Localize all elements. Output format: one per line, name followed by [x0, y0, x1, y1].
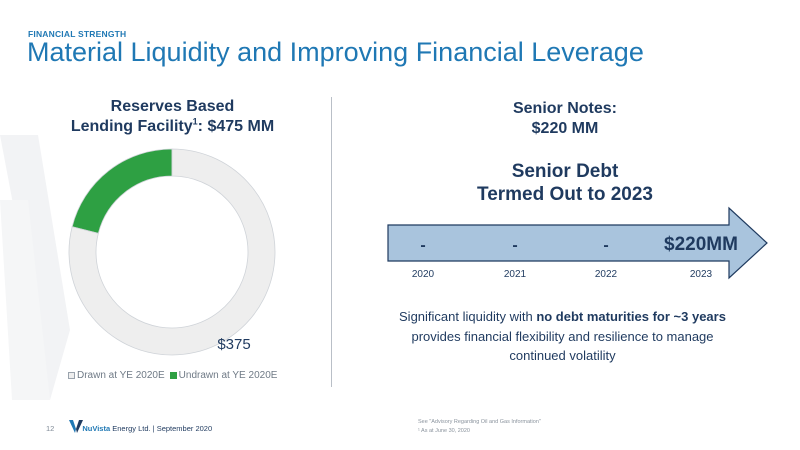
maturity-timeline-arrow: - - - $220MM 2020 2021 2022 2023	[387, 206, 768, 280]
footer-note-advisory: See "Advisory Regarding Oil and Gas Info…	[418, 419, 541, 425]
footer-notes: See "Advisory Regarding Oil and Gas Info…	[418, 418, 541, 435]
timeline-year-2023: 2023	[690, 269, 713, 280]
footer-brand: NuVista	[82, 424, 111, 433]
legend-label-undrawn: Undrawn at YE 2020E	[178, 370, 278, 381]
page-number: 12	[46, 424, 55, 433]
liquidity-summary: Significant liquidity with no debt matur…	[399, 309, 726, 363]
donut-legend: Drawn at YE 2020E Undrawn at YE 2020E	[68, 370, 282, 381]
senior-debt-line2: Termed Out to 2023	[477, 184, 653, 206]
legend-label-drawn: Drawn at YE 2020E	[77, 370, 165, 381]
timeline-year-2020: 2020	[412, 269, 435, 280]
senior-debt-line1: Senior Debt	[511, 161, 619, 182]
timeline-value-2021: -	[512, 237, 517, 254]
footnote-marker: 1	[192, 116, 198, 127]
legend-item-undrawn: Undrawn at YE 2020E	[169, 370, 278, 381]
senior-notes-line2: $220 MM	[531, 119, 599, 137]
footer-left: 12 NuVista Energy Ltd. | September 2020	[46, 424, 212, 433]
timeline-value-2022: -	[603, 237, 608, 254]
timeline-value-2020: -	[420, 237, 425, 254]
footer-text: Energy Ltd. | September 2020	[110, 424, 213, 433]
page-title: Material Liquidity and Improving Financi…	[27, 37, 644, 67]
facility-donut-chart: $375 $100	[68, 148, 276, 356]
donut-label-undrawn: $100	[109, 220, 142, 237]
section-label: FINANCIAL STRENGTH	[28, 29, 127, 39]
timeline-value-2023: $220MM	[664, 234, 738, 255]
summary-highlight: no debt maturities for ~3 years	[536, 309, 726, 324]
timeline-year-2021: 2021	[504, 269, 527, 280]
nuvista-logo-icon	[69, 420, 83, 433]
facility-title: Reserves Based Lending Facility1: $475 M…	[60, 97, 285, 136]
footer-note-date: ¹ As at June 30, 2020	[418, 427, 470, 434]
legend-swatch-drawn	[68, 372, 75, 379]
senior-notes-line1: Senior Notes:	[512, 100, 617, 117]
donut-label-drawn: $375	[217, 336, 250, 353]
column-divider	[331, 97, 332, 387]
facility-title-line2: Lending Facility1: $475 MM	[70, 116, 275, 135]
senior-debt-title: Senior Debt Termed Out to 2023	[440, 160, 690, 206]
timeline-year-2022: 2022	[595, 269, 618, 280]
timeline-arrow-shape	[387, 206, 768, 280]
senior-notes-title: Senior Notes: $220 MM	[470, 99, 660, 138]
facility-title-line1: Reserves Based	[110, 98, 235, 115]
donut-slice-drawn	[68, 148, 276, 356]
legend-swatch-undrawn	[169, 372, 177, 379]
legend-item-drawn: Drawn at YE 2020E	[68, 370, 165, 381]
